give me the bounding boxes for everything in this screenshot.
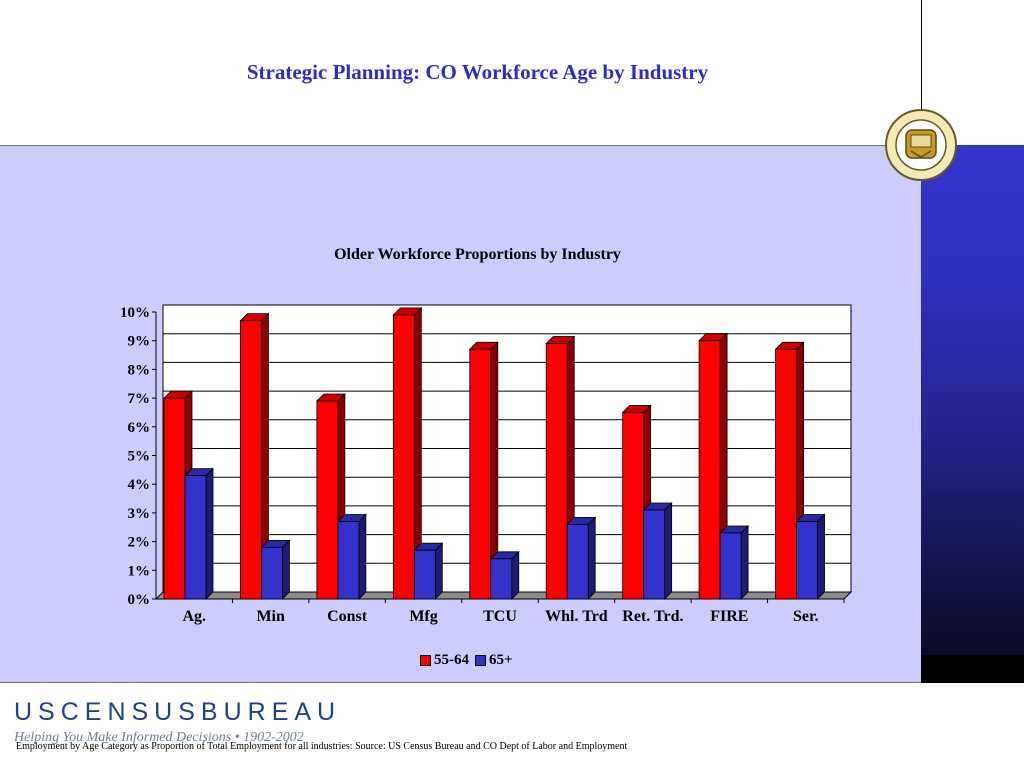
x-tick-label: Ser. xyxy=(793,608,819,625)
y-tick-label: 8% xyxy=(128,362,151,378)
bar-55-64-Ser. xyxy=(775,348,797,600)
y-tick-label: 4% xyxy=(128,477,151,493)
legend-item-65-plus: 65+ xyxy=(475,652,513,669)
census-bureau-logo: USCENSUSBUREAU xyxy=(14,698,342,726)
bar-55-64-Const xyxy=(316,400,339,600)
bar-side xyxy=(740,525,749,600)
bar-65+-FIRE xyxy=(719,532,742,600)
bar-side xyxy=(282,539,290,600)
bar-65+-Mfg xyxy=(413,549,436,600)
x-tick-label: Ret. Trd. xyxy=(622,608,683,625)
bar-side xyxy=(511,550,520,600)
bar-side xyxy=(664,502,673,600)
y-tick-label: 0% xyxy=(128,592,151,608)
right-bottom-band xyxy=(921,655,1024,683)
legend-swatch-65-plus xyxy=(475,655,486,666)
legend-swatch-55-64 xyxy=(420,655,431,666)
bar-side xyxy=(205,467,214,600)
legend-item-55-64: 55-64 xyxy=(420,652,469,669)
x-tick-label: Min xyxy=(256,608,285,625)
bar-65+-Const xyxy=(337,521,360,600)
x-tick-label: FIRE xyxy=(710,608,748,625)
x-tick-label: TCU xyxy=(483,608,517,625)
slide-title: Strategic Planning: CO Workforce Age by … xyxy=(246,60,709,84)
y-tick-label: 2% xyxy=(128,535,151,551)
bar-55-64-Whl. Trd xyxy=(545,343,568,600)
x-tick-label: Mfg xyxy=(409,608,437,625)
bar-side xyxy=(817,513,825,600)
bar-55-64-Ag. xyxy=(163,397,186,600)
y-tick-label: 5% xyxy=(128,449,151,465)
chart-legend: 55-64 65+ xyxy=(420,652,519,669)
bar-chart: 0% 1% 2% 3% 4% 5% 6% 7% 8% 9% 10% Ag. Min Const Mfg TCU… xyxy=(120,304,853,625)
y-tick-label: 3% xyxy=(128,506,151,522)
bar-55-64-Ret. Trd. xyxy=(622,412,645,600)
right-gradient-bar xyxy=(921,145,1024,655)
bar-55-64-FIRE xyxy=(698,340,721,600)
logo-tagline: Helping You Make Informed Decisions • 19… xyxy=(14,730,304,745)
census-seal-icon xyxy=(885,109,957,181)
y-tick-label: 9% xyxy=(128,334,151,350)
bar-65+-Whl. Trd xyxy=(566,523,589,600)
bar-side xyxy=(358,513,367,600)
y-tick-label: 7% xyxy=(128,391,151,407)
y-tick-label: 10% xyxy=(120,305,150,321)
bar-55-64-TCU xyxy=(469,348,492,600)
bar-side xyxy=(434,542,443,600)
x-tick-label: Whl. Trd xyxy=(545,608,608,625)
bar-65+-Ag. xyxy=(184,475,207,600)
bar-65+-Ser. xyxy=(796,521,818,600)
bar-65+-Ret. Trd. xyxy=(643,509,666,600)
legend-label-55-64: 55-64 xyxy=(434,652,469,668)
bar-55-64-Mfg xyxy=(392,314,415,600)
y-tick-label: 1% xyxy=(128,563,151,579)
chart-title: Older Workforce Proportions by Industry xyxy=(334,246,621,263)
legend-label-65-plus: 65+ xyxy=(489,652,513,668)
chart-panel: Older Workforce Proportions by Industry … xyxy=(0,145,921,683)
bar-55-64-Min xyxy=(240,320,262,600)
y-tick-label: 6% xyxy=(128,420,151,436)
footnote: Employment by Age Category as Proportion… xyxy=(16,741,628,752)
bar-65+-Min xyxy=(261,546,283,600)
x-tick-label: Const xyxy=(327,608,368,625)
right-divider xyxy=(921,0,922,145)
x-tick-label: Ag. xyxy=(182,608,206,625)
bar-65+-TCU xyxy=(490,558,513,600)
bar-side xyxy=(587,516,596,600)
